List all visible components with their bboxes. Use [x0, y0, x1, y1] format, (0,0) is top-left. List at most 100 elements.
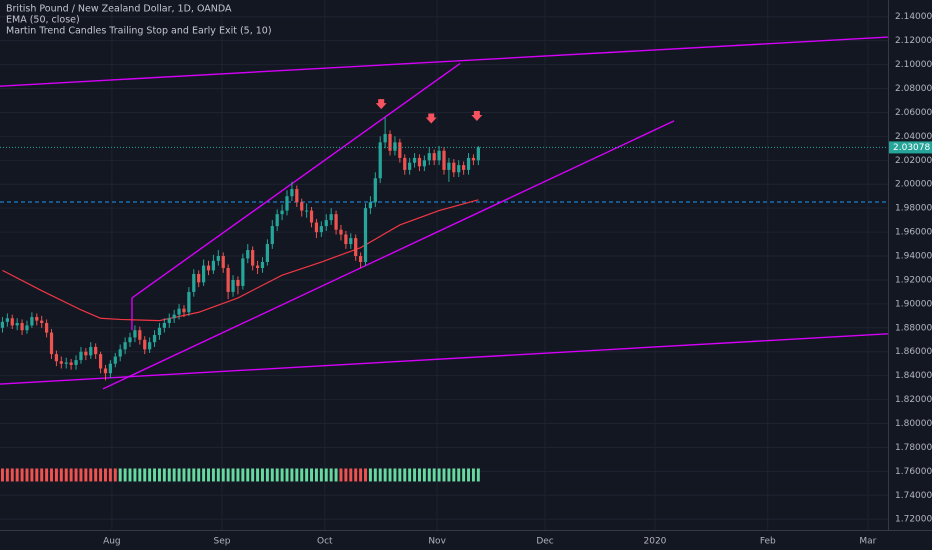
indicator-bar [300, 468, 304, 482]
indicator-bar [5, 468, 9, 482]
candle-body [30, 317, 34, 326]
candle-body [270, 226, 274, 245]
indicator-bar [0, 468, 4, 482]
trend-line [0, 36, 888, 87]
indicator-bar [64, 468, 68, 482]
indicator-bar [437, 468, 441, 482]
candle-body [44, 323, 49, 333]
indicator-bar [275, 468, 279, 482]
indicator-bar [236, 468, 240, 482]
candle-body [383, 133, 387, 143]
candle-body [143, 339, 147, 350]
indicator-bar [15, 468, 19, 482]
indicator-bar [256, 468, 260, 482]
y-tick-label: 2.08000 [895, 84, 932, 94]
candle-body [167, 318, 171, 324]
candle-body [216, 256, 220, 261]
indicator-bar [40, 468, 44, 482]
candle-body [69, 362, 73, 365]
indicator-bar [54, 468, 58, 482]
candle-body [309, 210, 314, 223]
indicator-bar [334, 468, 338, 482]
y-tick-label: 1.86000 [895, 347, 932, 357]
indicator-bar [403, 468, 407, 482]
candle-body [437, 150, 441, 161]
trend-line [0, 333, 888, 385]
candle-body [5, 318, 9, 322]
indicator-bar [35, 468, 39, 482]
indicator-bar [329, 468, 333, 482]
indicator-bar [108, 468, 112, 482]
candle-body [54, 354, 59, 362]
indicator-bar [231, 468, 235, 482]
symbol-title: British Pound / New Zealand Dollar, 1D, … [6, 4, 232, 15]
candle-body [84, 351, 88, 356]
candle-body [260, 262, 265, 268]
y-tick-label: 2.10000 [895, 60, 932, 70]
indicator-bar [202, 468, 206, 482]
exit-marker [471, 111, 483, 122]
indicator-bar [388, 468, 392, 482]
x-tick-label: Dec [536, 537, 553, 547]
candle-body [354, 238, 358, 257]
candle-body [452, 162, 456, 173]
candle-body [251, 250, 255, 266]
y-tick-label: 1.90000 [895, 299, 932, 309]
indicator-bar [20, 468, 24, 482]
indicator-bar [172, 468, 176, 482]
candle-body [177, 308, 181, 315]
candle-body [157, 327, 162, 335]
candle-body [211, 260, 216, 271]
indicator-bar [84, 468, 88, 482]
candle-body [285, 196, 289, 211]
indicator-bar [69, 468, 73, 482]
ema-legend: EMA (50, close) [6, 15, 80, 26]
candle-body [255, 265, 260, 268]
candle-body [349, 238, 353, 245]
candle-body [314, 222, 319, 233]
candle-body [373, 178, 377, 203]
candle-body [329, 214, 333, 221]
candle-body [20, 323, 24, 331]
indicator-bar [417, 468, 421, 482]
indicator-bar [50, 468, 53, 482]
candle-body [226, 267, 230, 292]
candle-body [49, 332, 54, 355]
y-tick-label: 1.94000 [895, 252, 932, 262]
y-tick-label: 2.02000 [895, 156, 932, 166]
candle-body [35, 317, 39, 321]
trend-line [102, 120, 675, 390]
candle-body [412, 157, 417, 163]
x-tick-label: Oct [317, 537, 333, 547]
candle-body [476, 147, 480, 161]
indicator-bar [447, 468, 451, 482]
y-tick-label: 1.74000 [895, 491, 932, 501]
indicator-bar [442, 468, 446, 482]
candle-body [246, 250, 250, 259]
candle-body [40, 320, 44, 324]
indicator-bar [192, 468, 196, 482]
candle-body [471, 157, 476, 161]
indicator-bar [290, 468, 294, 482]
y-tick-label: 2.12000 [895, 36, 932, 46]
candle-body [422, 160, 426, 167]
indicator-bar [143, 468, 147, 482]
candle-body [74, 360, 78, 365]
indicator-bar [378, 468, 382, 482]
candle-body [59, 361, 63, 364]
candle-body [275, 214, 279, 227]
indicator-bar [138, 468, 142, 482]
indicator-bar [251, 468, 255, 482]
indicator-bar [364, 468, 367, 482]
candle-body [64, 362, 68, 364]
candle-body [192, 273, 196, 292]
candle-body [466, 157, 471, 170]
indicator-bar [324, 468, 328, 482]
indicator-bar [177, 468, 181, 482]
y-tick-label: 1.76000 [895, 467, 932, 477]
y-tick-label: 1.92000 [895, 275, 932, 285]
indicator-bar [383, 468, 387, 482]
candle-body [295, 189, 299, 203]
indicator-bar [373, 468, 377, 482]
